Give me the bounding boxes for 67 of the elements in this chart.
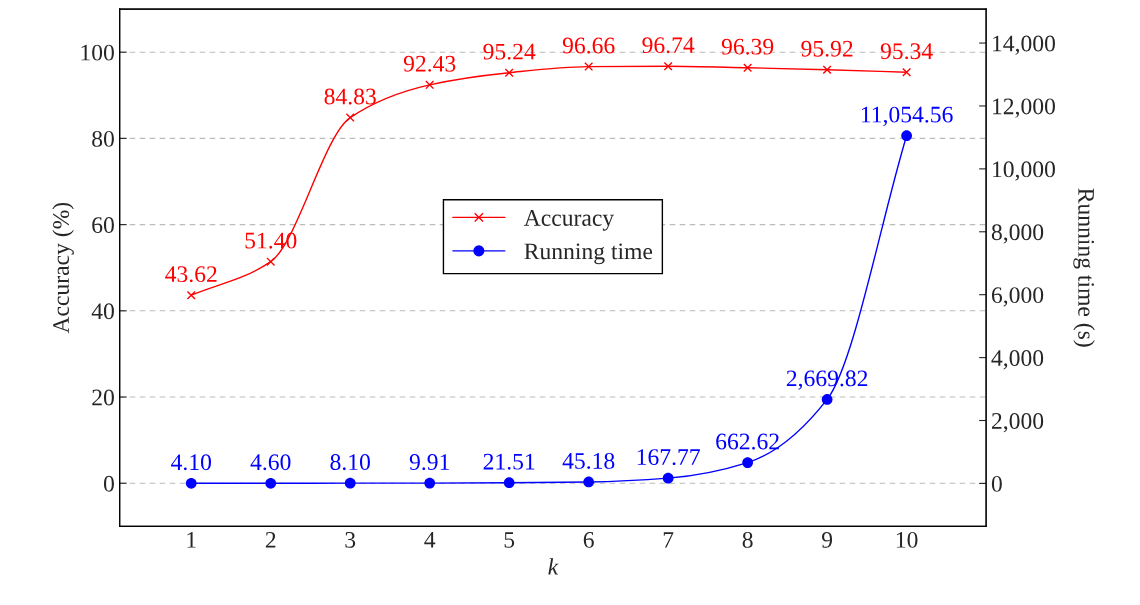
- y2-tick-label: 6,000: [991, 287, 1044, 307]
- y2-tick-label: 10,000: [993, 161, 1055, 181]
- x-axis-title: k: [548, 558, 559, 575]
- data-label: 96.39: [721, 38, 774, 55]
- y-axis-title: Accuracy (%): [52, 202, 74, 334]
- point: [583, 476, 595, 488]
- legend-label: Accuracy: [523, 210, 615, 231]
- data-label: 9.91: [409, 454, 449, 471]
- point: [265, 477, 277, 489]
- data-label: 95.92: [801, 40, 853, 57]
- y-tick-label: 60: [92, 217, 114, 234]
- point: [743, 63, 753, 73]
- point: [345, 113, 355, 123]
- point: [185, 477, 197, 489]
- x-tick-label: 4: [424, 532, 436, 548]
- data-label: 96.66: [562, 37, 615, 54]
- y-tick-label: 40: [91, 303, 114, 320]
- y2-tick-label: 2,000: [992, 413, 1044, 433]
- x-tick-label: 5: [504, 532, 515, 548]
- data-label: 11,054.56: [861, 106, 953, 126]
- data-label: 84.83: [324, 88, 376, 105]
- point: [742, 457, 754, 468]
- y2-axis-title: Running time (s): [1073, 188, 1095, 347]
- y2-tick-label: 0: [991, 475, 1002, 492]
- x-tick-label: 7: [663, 532, 674, 548]
- point: [662, 472, 674, 484]
- y2-tick-label: 4,000: [991, 350, 1044, 370]
- point: [663, 61, 673, 71]
- data-label: 95.34: [880, 43, 933, 60]
- data-label: 4.10: [171, 454, 211, 471]
- data-label: 8.10: [330, 454, 370, 471]
- x-tick-label: 6: [583, 531, 594, 548]
- y-tick-label: 0: [103, 475, 114, 492]
- data-label: 4.60: [250, 454, 291, 471]
- x-tick-label: 2: [265, 531, 276, 548]
- point: [186, 290, 196, 300]
- x-tick-label: 3: [345, 531, 356, 548]
- point: [822, 65, 832, 75]
- legend-label: Running time: [524, 243, 653, 265]
- x-tick-label: 9: [821, 531, 833, 548]
- data-label: 43.62: [165, 266, 217, 283]
- data-label: 662.62: [716, 433, 779, 450]
- point: [504, 68, 514, 78]
- x-tick-label: 10: [896, 531, 918, 548]
- point: [425, 80, 435, 90]
- x-tick-label: 1: [187, 532, 196, 548]
- y2-tick-label: 14,000: [993, 35, 1055, 55]
- y2-tick-label: 8,000: [991, 224, 1044, 244]
- point: [424, 477, 436, 489]
- data-label: 96.74: [642, 37, 695, 54]
- data-label: 95.24: [483, 43, 536, 60]
- data-label: 167.77: [637, 449, 700, 466]
- y-tick-label: 100: [81, 44, 114, 61]
- y2-tick-label: 12,000: [993, 98, 1055, 118]
- point: [901, 130, 912, 142]
- point: [503, 477, 515, 489]
- point: [266, 257, 276, 267]
- x-tick-label: 8: [742, 531, 753, 548]
- point: [344, 477, 356, 489]
- point: [584, 62, 594, 72]
- point: [821, 394, 833, 405]
- y-tick-label: 80: [92, 130, 114, 147]
- y-tick-label: 20: [92, 389, 114, 406]
- data-label: 92.43: [403, 55, 456, 72]
- point: [902, 67, 912, 77]
- data-label: 45.18: [562, 452, 615, 469]
- data-label: 21.51: [483, 453, 535, 470]
